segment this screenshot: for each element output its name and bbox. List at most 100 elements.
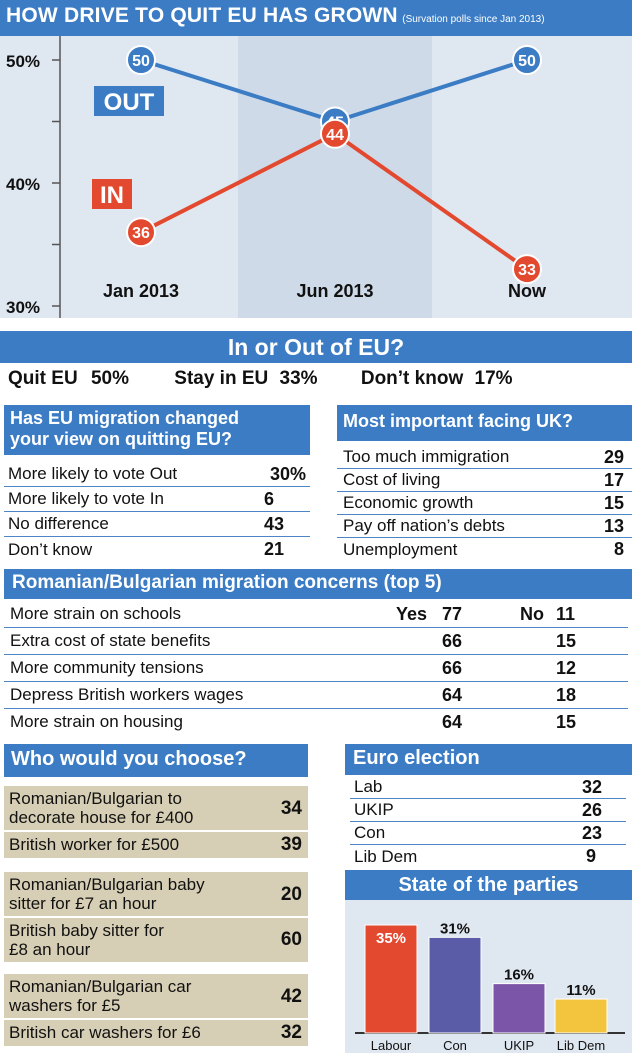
migration-view-heading-1: Has EU migration changed xyxy=(10,408,240,428)
concerns-banner: Romanian/Bulgarian migration concerns (t… xyxy=(4,569,632,599)
row-value: 9 xyxy=(585,846,596,866)
y-tick-label: 30% xyxy=(6,298,40,317)
choice-label-line: £8 an hour xyxy=(9,940,91,959)
table-row: More strain on housing 64 15 xyxy=(4,709,628,736)
migration-view-heading-2: your view on quitting EU? xyxy=(10,429,232,449)
bar-value-label: 31% xyxy=(440,920,470,937)
choice-label-line: Romanian/Bulgarian car xyxy=(9,977,192,996)
choice-label: Romanian/Bulgarian baby sitter for £7 an… xyxy=(9,875,205,913)
important-table: Too much immigration 29 Cost of living 1… xyxy=(337,446,632,561)
table-row: UKIP 26 xyxy=(350,799,626,822)
inout-heading: In or Out of EU? xyxy=(227,334,405,360)
no-value: 15 xyxy=(556,712,577,732)
important-banner: Most important facing UK? xyxy=(337,405,632,441)
row-label: More likely to vote Out xyxy=(8,464,178,483)
important-heading: Most important facing UK? xyxy=(343,411,573,431)
yes-label: Yes xyxy=(396,604,428,624)
table-row: Con 23 xyxy=(350,822,626,845)
chart-subtitle: (Survation polls since Jan 2013) xyxy=(402,14,545,25)
choice-row: British car washers for £6 32 xyxy=(4,1020,308,1046)
concern-label: More strain on housing xyxy=(10,712,183,731)
parties-heading: State of the parties xyxy=(398,874,579,896)
migration-view-table: More likely to vote Out 30% More likely … xyxy=(4,462,310,562)
row-label: Pay off nation’s debts xyxy=(343,516,505,535)
x-tick-label: Now xyxy=(508,281,547,301)
choose-heading: Who would you choose? xyxy=(11,748,247,770)
chart-title: HOW DRIVE TO QUIT EU HAS GROWN xyxy=(6,4,398,27)
choose-group: Romanian/Bulgarian to decorate house for… xyxy=(4,786,308,858)
euro-banner: Euro election xyxy=(345,744,632,775)
bar-category-label: Lib Dem xyxy=(557,1038,605,1053)
title-banner: HOW DRIVE TO QUIT EU HAS GROWN (Survatio… xyxy=(0,0,632,36)
bar xyxy=(554,998,608,1034)
row-value: 29 xyxy=(603,446,624,467)
inout-results: Quit EU 50% Stay in EU 33% Don’t know 17… xyxy=(8,368,628,396)
dk-value: 17% xyxy=(474,368,513,389)
data-label: 33 xyxy=(518,262,536,279)
row-label: Cost of living xyxy=(343,470,441,489)
table-row: Depress British workers wages 64 18 xyxy=(4,682,628,709)
parties-panel: State of the parties 35% Labour 31% Con 16% U… xyxy=(345,870,632,1053)
table-row: Pay off nation’s debts 13 xyxy=(337,515,632,538)
parties-banner: State of the parties xyxy=(345,870,632,900)
row-label: No difference xyxy=(8,514,109,533)
yes-value: 77 xyxy=(442,604,463,624)
choose-group: Romanian/Bulgarian car washers for £5 42… xyxy=(4,974,308,1046)
data-point xyxy=(126,217,156,248)
table-row: Unemployment 8 xyxy=(337,538,632,561)
concern-label: More strain on schools xyxy=(10,604,182,623)
choice-value: 34 xyxy=(280,798,302,819)
y-tick-label: 40% xyxy=(6,175,40,194)
no-value: 12 xyxy=(556,658,577,678)
row-value: 13 xyxy=(603,515,624,536)
row-value: 23 xyxy=(581,822,602,843)
row-value: 8 xyxy=(613,539,624,559)
parties-bar-chart: 35% Labour 31% Con 16% UKIP 11% Lib Dem xyxy=(355,920,625,1053)
bar-value-label: 35% xyxy=(376,930,406,947)
choose-group: Romanian/Bulgarian baby sitter for £7 an… xyxy=(4,872,308,962)
choice-row: British baby sitter for £8 an hour 60 xyxy=(4,918,308,962)
bar-value-label: 16% xyxy=(504,967,534,984)
data-label: 50 xyxy=(132,53,150,70)
choice-label: British car washers for £6 xyxy=(9,1023,201,1042)
bar-category-label: UKIP xyxy=(504,1038,534,1053)
row-label: Con xyxy=(354,823,386,842)
row-value: 17 xyxy=(603,469,624,490)
no-label: No xyxy=(520,604,544,624)
choice-label-line: British baby sitter for xyxy=(9,921,164,940)
bar-value-label: 11% xyxy=(566,982,595,999)
choose-banner: Who would you choose? xyxy=(4,744,308,777)
inout-banner: In or Out of EU? xyxy=(0,331,632,363)
migration-view-banner: Has EU migration changed your view on qu… xyxy=(4,405,310,455)
choice-value: 60 xyxy=(280,929,302,950)
choice-label-line: Romanian/Bulgarian to xyxy=(9,789,182,808)
y-tick-label: 50% xyxy=(6,52,40,71)
choice-row: Romanian/Bulgarian car washers for £5 42 xyxy=(4,974,308,1020)
row-label: Economic growth xyxy=(343,493,474,512)
table-row: Too much immigration 29 xyxy=(337,446,632,469)
column-band xyxy=(238,36,432,318)
no-value: 15 xyxy=(556,631,577,651)
quit-label: Quit EU xyxy=(8,368,78,389)
choice-value: 39 xyxy=(280,834,302,855)
choice-label-line: decorate house for £400 xyxy=(9,808,194,827)
data-point xyxy=(512,254,542,285)
yes-value: 64 xyxy=(442,712,463,732)
row-label: Unemployment xyxy=(343,539,458,559)
yes-value: 66 xyxy=(442,658,463,678)
table-row: Don’t know 21 xyxy=(4,537,310,562)
dk-label: Don’t know xyxy=(360,368,464,389)
row-label: Don’t know xyxy=(8,539,93,559)
row-label: Lab xyxy=(354,777,383,796)
table-row: More strain on schools Yes 77 No 11 xyxy=(4,601,628,628)
stay-value: 33% xyxy=(279,368,318,389)
row-label: Too much immigration xyxy=(343,447,510,466)
row-value: 21 xyxy=(264,539,285,559)
concern-label: Depress British workers wages xyxy=(10,685,244,704)
concern-label: Extra cost of state benefits xyxy=(10,631,211,650)
table-row: Lib Dem 9 xyxy=(350,845,626,868)
choice-value: 20 xyxy=(280,884,302,905)
series-name-box xyxy=(92,179,132,209)
bar xyxy=(492,983,546,1034)
